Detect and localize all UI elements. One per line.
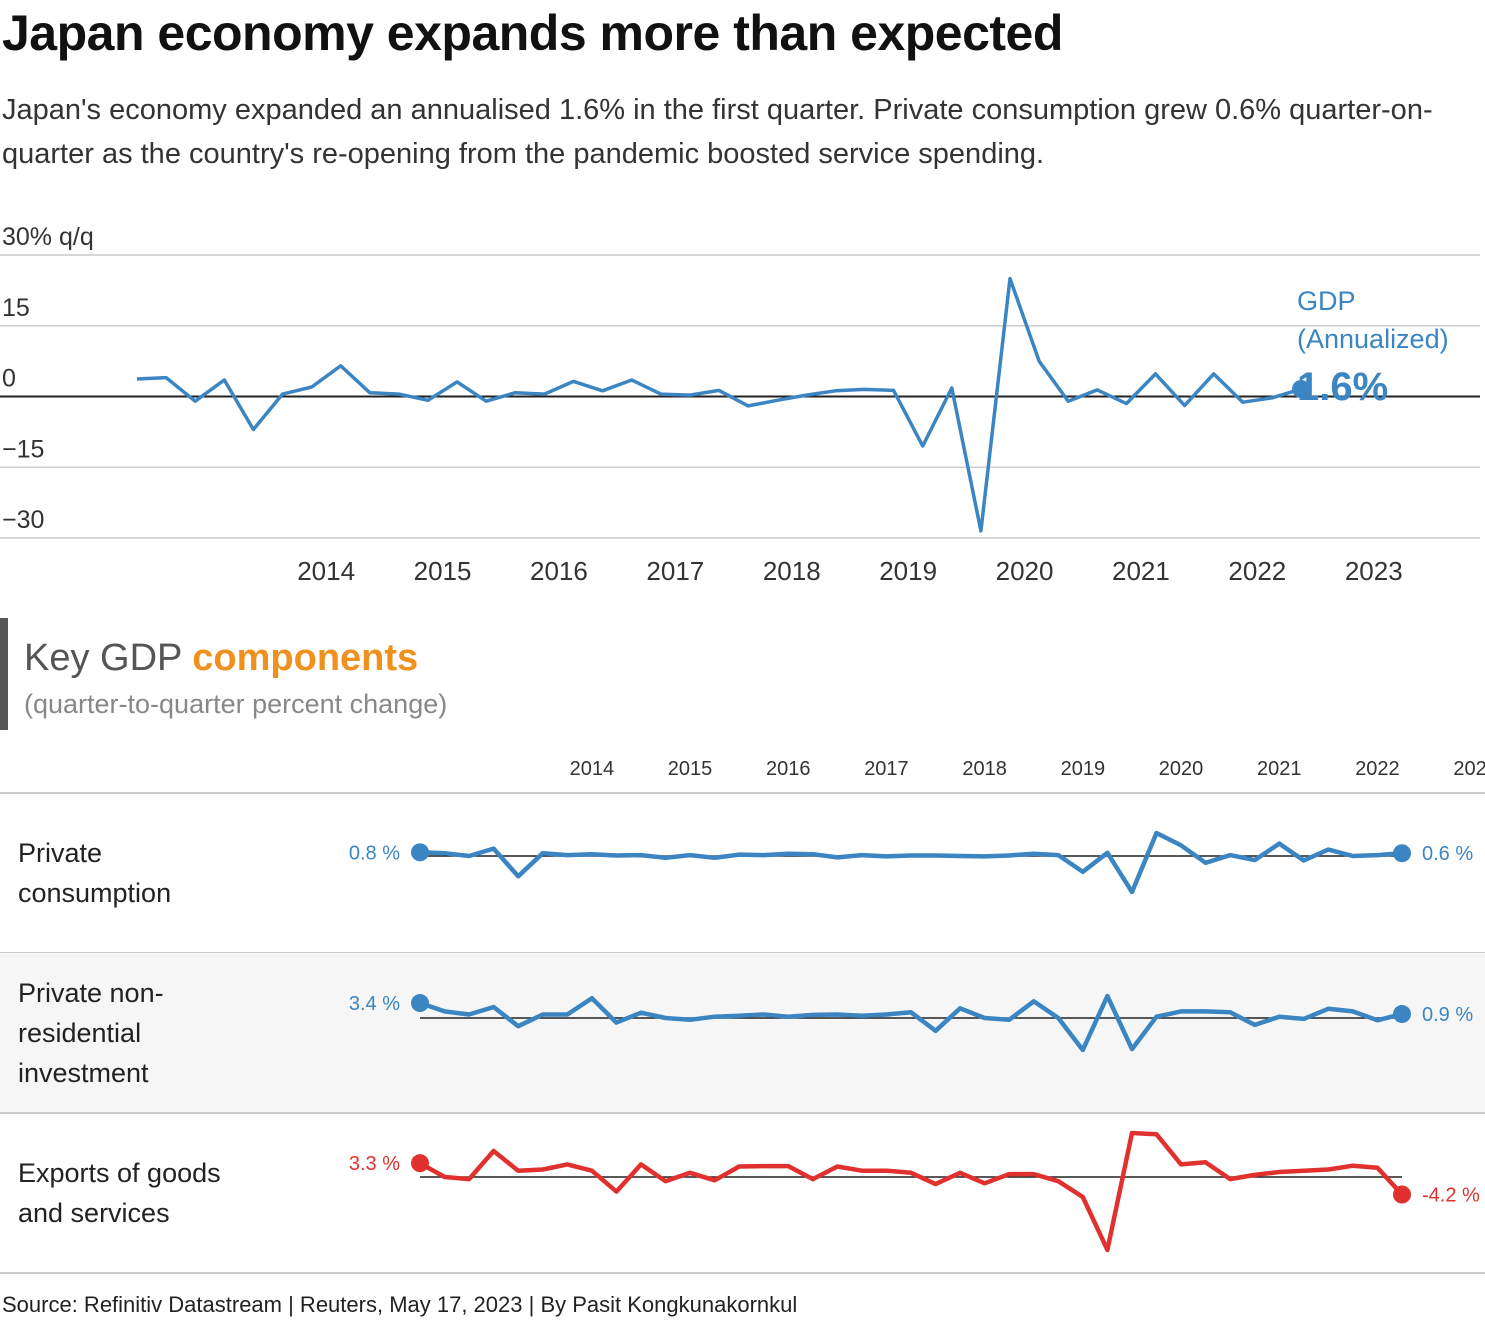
panel-series-line xyxy=(419,993,1403,1053)
chart-subtitle: Japan's economy expanded an annualised 1… xyxy=(2,94,1433,170)
x-tick-label: 2014 xyxy=(297,556,355,586)
panel-label: Exports of goods xyxy=(18,1158,221,1188)
x-tick-label: 2020 xyxy=(996,556,1054,586)
gdp-last-value-label: 1.6% xyxy=(1297,365,1388,409)
gdp-components-chart: Key GDP components (quarter-to-quarter pe… xyxy=(0,618,1485,1274)
heading-accent-bar xyxy=(0,618,8,730)
component-x-tick-label: 2023 xyxy=(1453,758,1485,780)
panel-label: residential xyxy=(18,1018,141,1048)
x-tick-label: 2015 xyxy=(414,556,472,586)
component-x-tick-label: 2018 xyxy=(962,758,1007,780)
x-tick-label: 2021 xyxy=(1112,556,1170,586)
gdp-legend-sublabel: (Annualized) xyxy=(1297,324,1449,354)
x-tick-label: 2018 xyxy=(763,556,821,586)
component-x-tick-label: 2019 xyxy=(1061,758,1106,780)
panel-series-line xyxy=(418,1130,1404,1253)
panel-background xyxy=(0,953,1485,1113)
component-x-tick-label: 2022 xyxy=(1355,758,1400,780)
x-tick-label: 2016 xyxy=(530,556,588,586)
gdp-series-line xyxy=(136,276,1302,533)
panel-first-value-label: 3.3 % xyxy=(349,1153,400,1175)
heading-text-components: components xyxy=(192,637,418,679)
panel-label: consumption xyxy=(18,878,171,908)
panel-label: Private non- xyxy=(18,978,164,1008)
component-x-tick-label: 2015 xyxy=(668,758,713,780)
components-heading: Key GDP components xyxy=(24,637,418,679)
panel-label: Private xyxy=(18,838,102,868)
gdp-legend-label: GDP xyxy=(1297,286,1356,316)
panel-last-point xyxy=(1393,844,1411,863)
panel-last-value-label: 0.9 % xyxy=(1422,1004,1473,1026)
y-tick-label: 30% q/q xyxy=(2,223,94,251)
y-tick-label: 0 xyxy=(2,365,16,393)
x-tick-label: 2022 xyxy=(1228,556,1286,586)
component-x-tick-label: 2016 xyxy=(766,758,811,780)
y-tick-label: −30 xyxy=(2,506,44,534)
panel-last-value-label: -4.2 % xyxy=(1422,1185,1480,1207)
panel-last-point xyxy=(1393,1005,1411,1024)
panel-first-point xyxy=(411,994,429,1013)
component-x-tick-label: 2021 xyxy=(1257,758,1302,780)
panel-first-point xyxy=(411,1154,429,1173)
component-x-tick-label: 2020 xyxy=(1159,758,1204,780)
panel-first-value-label: 3.4 % xyxy=(349,993,400,1015)
y-tick-label: −15 xyxy=(2,435,44,463)
panel-last-point xyxy=(1393,1185,1411,1204)
component-x-tick-label: 2014 xyxy=(570,758,615,780)
heading-text-key: Key GDP xyxy=(24,637,192,679)
panel-first-point xyxy=(411,843,429,862)
panel-label: and services xyxy=(18,1198,170,1228)
components-subheading: (quarter-to-quarter percent change) xyxy=(24,689,447,719)
panel-last-value-label: 0.6 % xyxy=(1422,843,1473,865)
x-tick-label: 2023 xyxy=(1345,556,1403,586)
component-x-tick-label: 2017 xyxy=(864,758,909,780)
gdp-last-point xyxy=(1292,379,1310,398)
x-tick-label: 2017 xyxy=(646,556,704,586)
source-footer: Source: Refinitiv Datastream | Reuters, … xyxy=(2,1292,798,1317)
panel-series-line xyxy=(419,830,1403,895)
x-tick-label: 2019 xyxy=(879,556,937,586)
panel-first-value-label: 0.8 % xyxy=(349,842,400,864)
panel-label: investment xyxy=(18,1058,149,1088)
y-tick-label: 15 xyxy=(2,294,30,322)
gdp-line-chart: 30% q/q 15 0 −15 −30 2014 2015 2016 2017 2018 2019… xyxy=(0,223,1480,586)
chart-title: Japan economy expands more than expected xyxy=(2,5,1063,61)
